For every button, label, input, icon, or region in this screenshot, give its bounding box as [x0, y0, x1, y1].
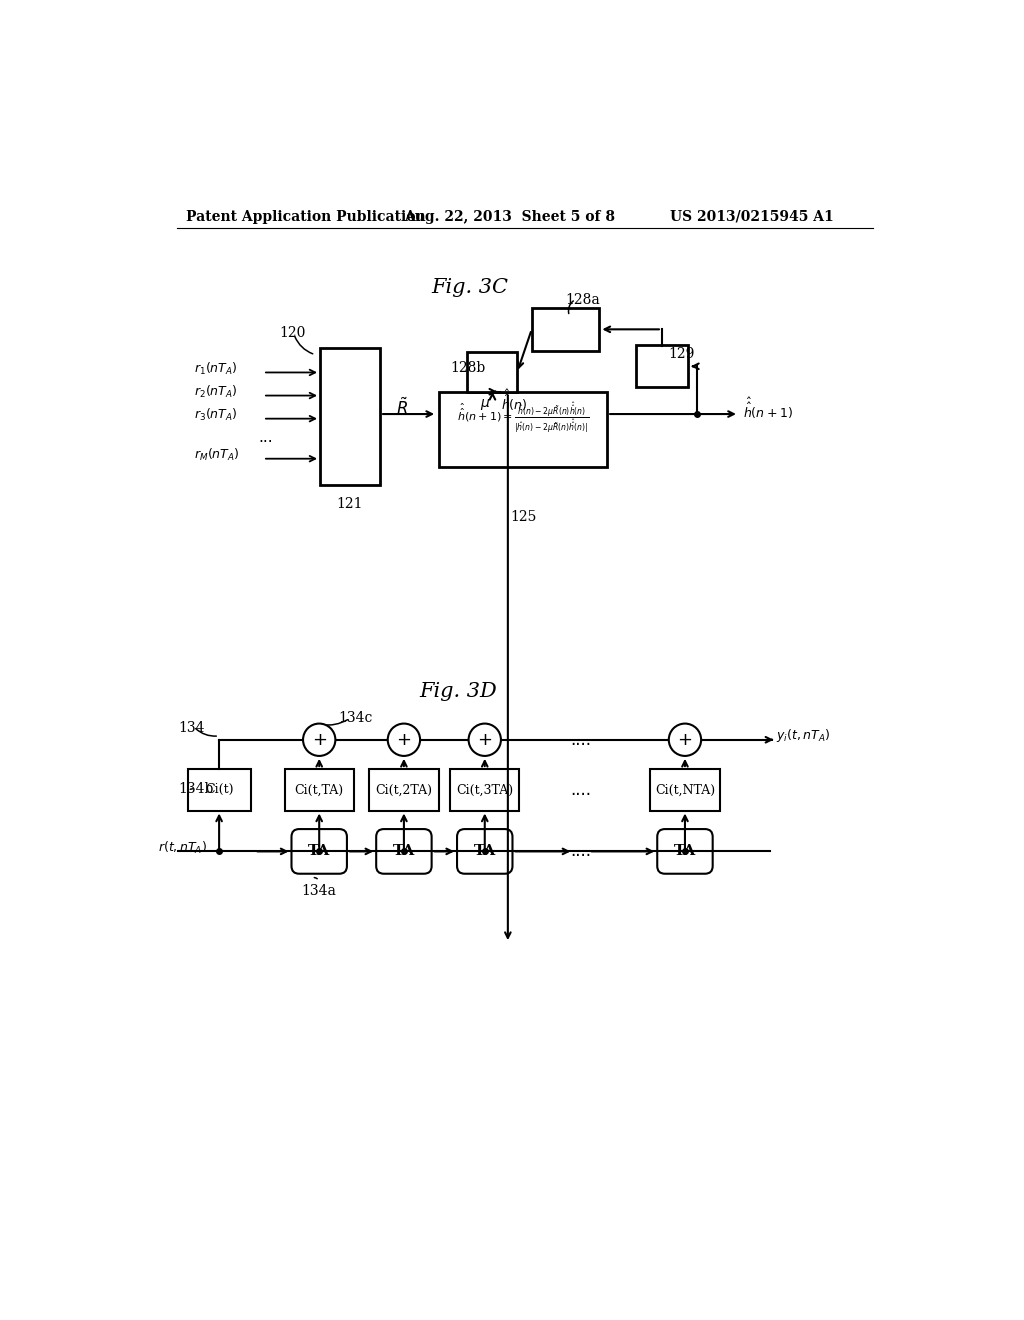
Text: $r(t,nT_A)$: $r(t,nT_A)$: [158, 840, 207, 855]
Text: TA: TA: [393, 845, 415, 858]
Text: $r_3(nT_A)$: $r_3(nT_A)$: [194, 407, 238, 422]
Text: $\mu$: $\mu$: [479, 397, 489, 412]
Text: +: +: [396, 731, 412, 748]
Text: ...: ...: [258, 430, 272, 445]
Text: Fig. 3C: Fig. 3C: [431, 277, 508, 297]
FancyBboxPatch shape: [292, 829, 347, 874]
Bar: [285, 768, 354, 810]
Text: 120: 120: [280, 326, 305, 341]
Text: TA: TA: [308, 845, 331, 858]
Text: ....: ....: [570, 781, 592, 799]
Text: 134b: 134b: [178, 781, 214, 796]
Bar: [439, 392, 607, 467]
Text: Ci(t,2TA): Ci(t,2TA): [376, 783, 432, 796]
Text: $\tilde{R}$: $\tilde{R}$: [396, 399, 409, 420]
Text: $\hat{\hat{h}}(n)$: $\hat{\hat{h}}(n)$: [501, 388, 527, 413]
Bar: [319, 348, 380, 484]
Ellipse shape: [388, 723, 420, 756]
Bar: [531, 308, 599, 351]
Ellipse shape: [469, 723, 501, 756]
Text: $r_2(nT_A)$: $r_2(nT_A)$: [194, 384, 238, 400]
Text: 128a: 128a: [565, 293, 600, 308]
Text: Aug. 22, 2013  Sheet 5 of 8: Aug. 22, 2013 Sheet 5 of 8: [403, 210, 614, 224]
Bar: [636, 345, 688, 388]
Ellipse shape: [669, 723, 701, 756]
Text: 125: 125: [510, 510, 537, 524]
Text: $r_M(nT_A)$: $r_M(nT_A)$: [194, 446, 240, 463]
Bar: [650, 768, 720, 810]
Text: ....: ....: [570, 842, 592, 861]
Text: Ci(t): Ci(t): [205, 783, 233, 796]
Bar: [467, 352, 517, 392]
FancyBboxPatch shape: [376, 829, 432, 874]
Text: +: +: [678, 731, 692, 748]
Text: +: +: [311, 731, 327, 748]
Text: 129: 129: [668, 347, 694, 362]
Text: TA: TA: [474, 845, 496, 858]
Bar: [187, 768, 251, 810]
Text: 134a: 134a: [302, 884, 337, 898]
Text: Patent Application Publication: Patent Application Publication: [186, 210, 426, 224]
Text: ....: ....: [570, 731, 592, 748]
Text: Ci(t,TA): Ci(t,TA): [295, 783, 344, 796]
Text: 134: 134: [178, 721, 205, 734]
FancyBboxPatch shape: [657, 829, 713, 874]
Text: Ci(t,3TA): Ci(t,3TA): [457, 783, 513, 796]
Text: US 2013/0215945 A1: US 2013/0215945 A1: [670, 210, 834, 224]
Text: $\hat{\hat{h}}(n+1)$: $\hat{\hat{h}}(n+1)$: [742, 396, 793, 421]
Text: 134c: 134c: [339, 711, 373, 725]
FancyBboxPatch shape: [457, 829, 512, 874]
Bar: [370, 768, 438, 810]
Ellipse shape: [303, 723, 336, 756]
Bar: [451, 768, 519, 810]
Text: Ci(t,NTA): Ci(t,NTA): [655, 783, 715, 796]
Text: $\hat{\hat{h}}(n+1) = \frac{\hat{h}(n) - 2\mu\tilde{R}(n)\hat{\hat{h}}(n)}{|\hat: $\hat{\hat{h}}(n+1) = \frac{\hat{h}(n) -…: [457, 401, 590, 436]
Text: +: +: [477, 731, 493, 748]
Text: $r_1(nT_A)$: $r_1(nT_A)$: [194, 360, 238, 376]
Text: TA: TA: [674, 845, 696, 858]
Text: $y_i(t,nT_A)$: $y_i(t,nT_A)$: [776, 727, 830, 744]
Text: 121: 121: [337, 498, 364, 511]
Text: 128b: 128b: [451, 360, 485, 375]
Text: Fig. 3D: Fig. 3D: [419, 682, 497, 701]
